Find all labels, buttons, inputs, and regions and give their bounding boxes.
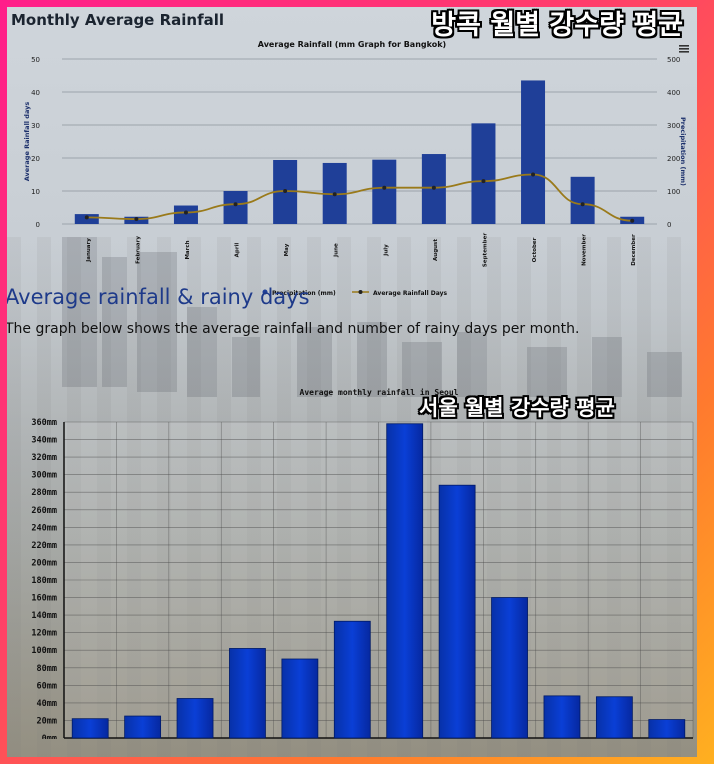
point-rainy-days (431, 185, 436, 190)
bar-rainfall (543, 695, 581, 739)
y-tick-label: 40 (31, 89, 40, 97)
x-tick-label: September (482, 233, 488, 267)
x-tick-label: October (532, 237, 538, 262)
point-rainy-days (481, 179, 486, 184)
section-description: The graph below shows the average rainfa… (7, 321, 580, 337)
bar-precipitation (471, 123, 496, 224)
y-axis-label: Average Rainfall days (23, 102, 31, 182)
y-right-tick-label: 0 (667, 221, 671, 229)
korean-title-bangkok: 방콕 월별 강수량 평균 (431, 10, 683, 41)
chart-title: Average monthly rainfall in Seoul (300, 387, 459, 397)
chart-title: Average Rainfall (mm Graph for Bangkok) (258, 40, 446, 49)
legend-label-rainy-days: Average Rainfall Days (373, 290, 447, 297)
line-rainy-days (86, 173, 633, 222)
bar-precipitation (372, 159, 397, 224)
x-tick-label: June (334, 243, 340, 258)
x-tick-label: May (284, 243, 290, 256)
point-rainy-days (84, 215, 89, 220)
x-tick-label: February (135, 236, 141, 264)
bangkok-rainfall-chart: Average Rainfall (mm Graph for Bangkok) 0… (23, 40, 689, 297)
point-rainy-days (183, 210, 188, 215)
y-tick-label: 300mm (31, 471, 57, 481)
legend-swatch-rainy-days-dot (358, 290, 363, 294)
x-tick-label: January (86, 238, 92, 263)
y-tick-label: 20 (31, 155, 40, 163)
y-tick-label: 30 (31, 122, 40, 130)
bar-rainfall (386, 423, 424, 739)
y-tick-label: 60mm (37, 681, 57, 691)
y-tick-label: 180mm (31, 576, 57, 586)
bar-rainfall (491, 597, 528, 739)
y-right-tick-label: 100 (667, 188, 680, 196)
korean-title-seoul: 서울 월별 강수량 평균 (419, 396, 615, 420)
bar-rainfall (648, 719, 686, 739)
skyline-background (62, 237, 682, 397)
point-rainy-days (531, 172, 536, 177)
x-tick-label: July (383, 244, 389, 257)
x-tick-label: December (631, 234, 637, 266)
page-title: Monthly Average Rainfall (11, 11, 225, 29)
y-tick-label: 20mm (37, 716, 57, 726)
x-tick-label: August (433, 239, 439, 261)
bar-rainfall (595, 696, 633, 739)
bar-rainfall (333, 620, 371, 739)
y-tick-label: 360mm (31, 418, 57, 428)
y-tick-label: 200mm (31, 558, 57, 568)
y-tick-label: 340mm (31, 436, 57, 446)
point-rainy-days (580, 202, 585, 207)
hamburger-line (679, 45, 689, 47)
hamburger-icon (679, 45, 689, 53)
x-tick-label: April (235, 243, 241, 258)
y-right-tick-label: 400 (667, 89, 680, 97)
bar-precipitation (521, 80, 546, 224)
y-tick-label: 260mm (31, 506, 57, 516)
chart-image: Average Rainfall (mm Graph for Bangkok) 0… (7, 7, 697, 757)
y-right-tick-label: 200 (667, 155, 680, 163)
point-rainy-days (382, 185, 387, 190)
x-tick-label: November (582, 234, 588, 266)
y-tick-label: 320mm (31, 453, 57, 463)
y-tick-label: 10 (31, 188, 40, 196)
y-tick-label: 100mm (31, 646, 57, 656)
y-tick-label: 0 (36, 221, 40, 229)
y-tick-label: 120mm (31, 629, 57, 639)
y-tick-label: 40mm (37, 699, 57, 709)
bar-rainfall (229, 648, 266, 739)
bar-precipitation (173, 205, 198, 224)
y-tick-label: 220mm (31, 541, 57, 551)
point-rainy-days (233, 202, 238, 207)
bar-precipitation (223, 191, 248, 224)
point-rainy-days (283, 189, 288, 193)
y-tick-label: 80mm (37, 664, 57, 674)
point-rainy-days (134, 217, 139, 222)
bar-rainfall (176, 698, 214, 739)
y-right-tick-label: 500 (667, 56, 680, 64)
hamburger-line (679, 48, 689, 50)
legend-swatch-precipitation (262, 289, 268, 295)
y-tick-label: 280mm (31, 488, 57, 498)
y-tick-label: 140mm (31, 611, 57, 621)
bar-rainfall (281, 658, 319, 739)
section-heading: Average rainfall & rainy days (7, 285, 310, 309)
x-tick-label: March (185, 240, 191, 259)
bar-rainfall (124, 715, 162, 739)
bar-precipitation (570, 176, 595, 224)
bar-rainfall (71, 718, 109, 739)
y-tick-label: 240mm (31, 523, 57, 533)
y-right-tick-label: 300 (667, 122, 680, 130)
hamburger-line (679, 51, 689, 53)
y-tick-label: 0mm (42, 734, 57, 739)
point-rainy-days (630, 218, 635, 223)
seoul-rainfall-chart: Average monthly rainfall in Seoul 0mm 20mm… (31, 387, 694, 739)
y-right-axis-label: Precipitation (mm) (679, 117, 687, 186)
point-rainy-days (332, 192, 337, 197)
y-tick-label: 50 (31, 56, 40, 64)
y-tick-label: 160mm (31, 594, 57, 604)
legend-label-precipitation: Precipitation (mm) (272, 290, 336, 297)
bar-rainfall (438, 484, 476, 739)
